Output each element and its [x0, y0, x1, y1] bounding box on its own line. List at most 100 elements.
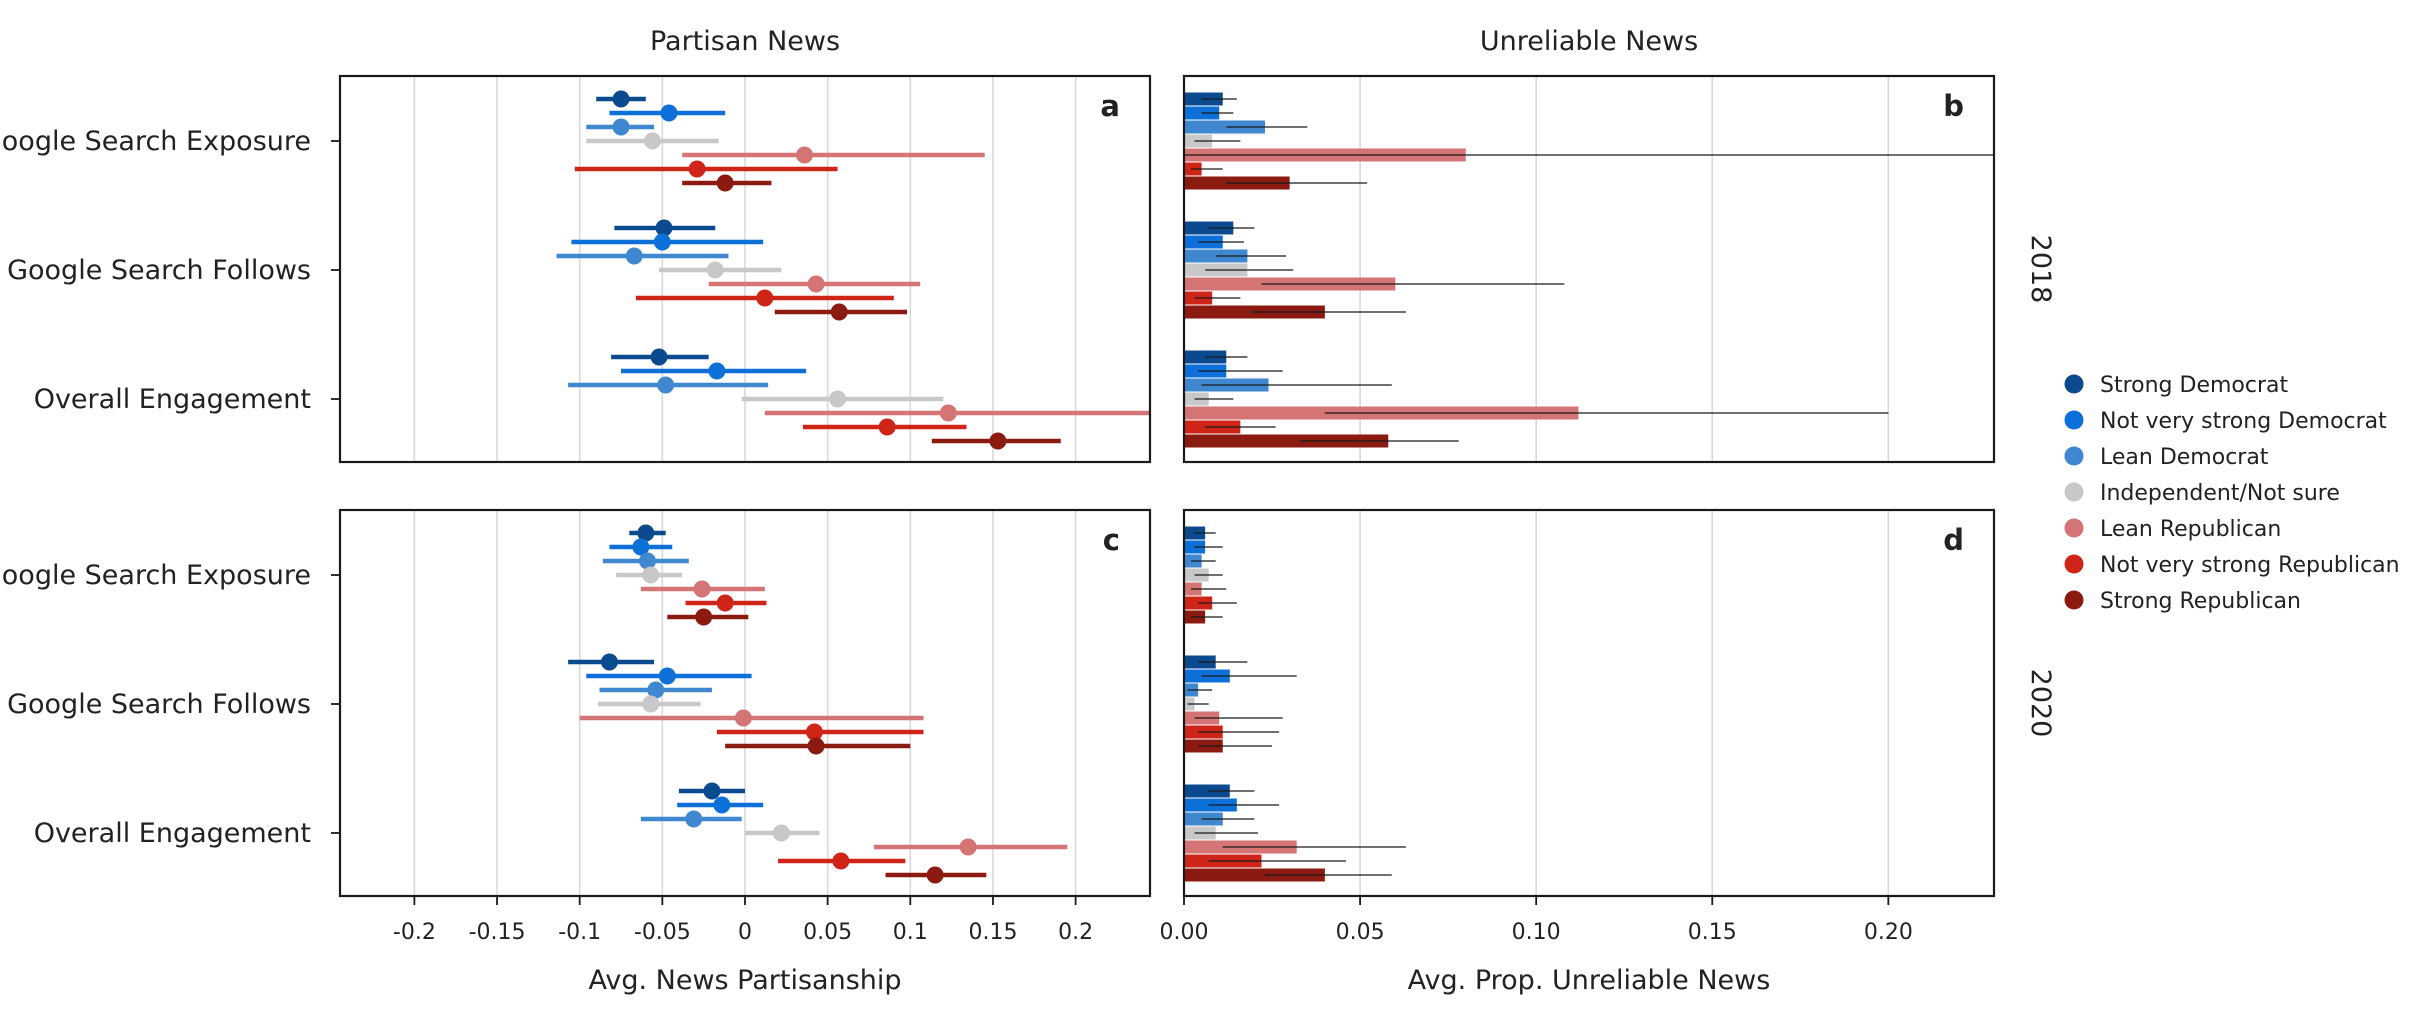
x-tick-label: -0.05: [634, 920, 691, 945]
bar-strong-democrat: [1184, 221, 1234, 235]
panel-frame: [338, 74, 1152, 464]
point-independent-not-sure: [829, 390, 847, 408]
point-strong-democrat: [600, 653, 618, 671]
x-tick-label: 0: [738, 920, 752, 945]
x-axis-title: Avg. News Partisanship: [588, 965, 901, 996]
panel-b: b 2018 Unreliable News: [1182, 26, 2056, 464]
point-independent-not-sure: [643, 132, 661, 150]
point-strong-democrat: [650, 348, 668, 366]
legend-marker: [2064, 374, 2084, 394]
y-tick-label: Google Search Follows: [7, 255, 311, 286]
legend-item-strong-democrat: Strong Democrat: [2064, 373, 2289, 398]
point-independent-not-sure: [642, 566, 660, 584]
x-tick-label: 0.2: [1058, 920, 1093, 945]
point-strong-republican: [695, 608, 713, 626]
panel-letter: a: [1100, 89, 1120, 123]
bar-strong-republican: [1184, 868, 1325, 882]
x-tick-label: 0.05: [1336, 920, 1385, 945]
point-lean-democrat: [612, 118, 630, 136]
point-lean-democrat: [685, 810, 703, 828]
legend-item-independent-not-sure: Independent/Not sure: [2064, 481, 2340, 506]
year-label: 2020: [2025, 669, 2056, 738]
point-strong-democrat: [703, 782, 721, 800]
year-label: 2018: [2025, 235, 2056, 304]
x-tick-label: -0.1: [558, 920, 601, 945]
panel-letter: b: [1943, 89, 1964, 123]
point-not-very-strong-democrat: [653, 233, 671, 251]
x-tick-label: 0.00: [1160, 920, 1209, 945]
point-not-very-strong-republican: [805, 723, 823, 741]
x-tick-label: 0.15: [1688, 920, 1737, 945]
point-lean-democrat: [647, 681, 665, 699]
panel-letter: c: [1103, 523, 1120, 557]
legend: Strong Democrat Not very strong Democrat L…: [2064, 373, 2400, 614]
point-strong-republican: [989, 432, 1007, 450]
point-lean-democrat: [625, 247, 643, 265]
panel-c: c Google Search Exposure Google Search Fol…: [0, 508, 1152, 996]
panel-d: d 2020 0.00 0.05 0.10 0.15 0.20 Avg. Prop. Unre…: [1160, 508, 2056, 996]
y-tick-label: Google Search Exposure: [0, 560, 311, 591]
legend-marker: [2064, 482, 2084, 502]
point-lean-democrat: [657, 376, 675, 394]
x-tick-label: 0.1: [893, 920, 928, 945]
legend-label: Strong Republican: [2100, 589, 2301, 614]
point-lean-republican: [807, 275, 825, 293]
point-strong-democrat: [637, 524, 655, 542]
bar-strong-democrat: [1184, 350, 1227, 364]
x-tick-label: 0.10: [1512, 920, 1561, 945]
legend-label: Not very strong Democrat: [2100, 409, 2387, 434]
legend-label: Independent/Not sure: [2100, 481, 2340, 506]
x-tick-label: 0.20: [1864, 920, 1913, 945]
y-tick-label: Google Search Exposure: [0, 126, 311, 157]
legend-item-lean-republican: Lean Republican: [2064, 517, 2281, 542]
point-lean-republican: [939, 404, 957, 422]
legend-marker: [2064, 554, 2084, 574]
panel-letter: d: [1943, 523, 1964, 557]
x-tick-label: -0.15: [469, 920, 526, 945]
legend-label: Lean Republican: [2100, 517, 2281, 542]
y-tick-label: Overall Engagement: [34, 818, 311, 849]
point-lean-democrat: [638, 552, 656, 570]
legend-marker: [2064, 590, 2084, 610]
point-not-very-strong-republican: [756, 289, 774, 307]
legend-label: Strong Democrat: [2100, 373, 2289, 398]
point-not-very-strong-republican: [688, 160, 706, 178]
point-strong-democrat: [655, 219, 673, 237]
point-not-very-strong-republican: [878, 418, 896, 436]
column-title: Partisan News: [650, 26, 840, 57]
point-lean-republican: [693, 580, 711, 598]
point-strong-democrat: [612, 90, 630, 108]
point-independent-not-sure: [772, 824, 790, 842]
legend-label: Not very strong Republican: [2100, 553, 2400, 578]
point-independent-not-sure: [706, 261, 724, 279]
legend-label: Lean Democrat: [2100, 445, 2269, 470]
point-not-very-strong-republican: [832, 852, 850, 870]
point-not-very-strong-democrat: [708, 362, 726, 380]
x-tick-label: 0.05: [803, 920, 852, 945]
point-not-very-strong-republican: [716, 594, 734, 612]
panel-a: a Google Search Exposure Google Search Fol…: [0, 26, 1152, 464]
legend-item-lean-democrat: Lean Democrat: [2064, 445, 2269, 470]
point-strong-republican: [716, 174, 734, 192]
point-lean-republican: [734, 709, 752, 727]
panel-frame: [1182, 74, 1996, 464]
y-tick-label: Overall Engagement: [34, 384, 311, 415]
point-lean-republican: [959, 838, 977, 856]
point-not-very-strong-democrat: [660, 104, 678, 122]
legend-marker: [2064, 518, 2084, 538]
legend-item-not-very-strong-democrat: Not very strong Democrat: [2064, 409, 2387, 434]
legend-item-strong-republican: Strong Republican: [2064, 589, 2301, 614]
y-tick-label: Google Search Follows: [7, 689, 311, 720]
column-title: Unreliable News: [1480, 26, 1698, 57]
bar-strong-republican: [1184, 434, 1389, 448]
bar-lean-democrat: [1184, 120, 1265, 134]
legend-item-not-very-strong-republican: Not very strong Republican: [2064, 553, 2400, 578]
point-not-very-strong-democrat: [713, 796, 731, 814]
x-tick-label: -0.2: [393, 920, 436, 945]
point-strong-republican: [807, 737, 825, 755]
legend-marker: [2064, 410, 2084, 430]
bar-strong-democrat: [1184, 784, 1230, 798]
point-independent-not-sure: [642, 695, 660, 713]
point-not-very-strong-democrat: [658, 667, 676, 685]
